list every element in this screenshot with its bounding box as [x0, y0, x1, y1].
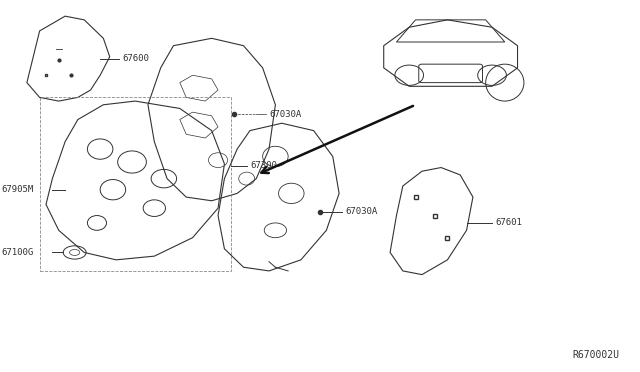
Text: 67600: 67600: [122, 54, 149, 63]
Text: 67100G: 67100G: [1, 248, 34, 257]
Text: 67300: 67300: [250, 161, 276, 170]
Text: 67905M: 67905M: [1, 185, 34, 194]
Text: R670002U: R670002U: [573, 350, 620, 359]
Text: 67030A: 67030A: [346, 207, 378, 217]
Text: 67601: 67601: [495, 218, 522, 227]
Text: 67030A: 67030A: [269, 109, 301, 119]
